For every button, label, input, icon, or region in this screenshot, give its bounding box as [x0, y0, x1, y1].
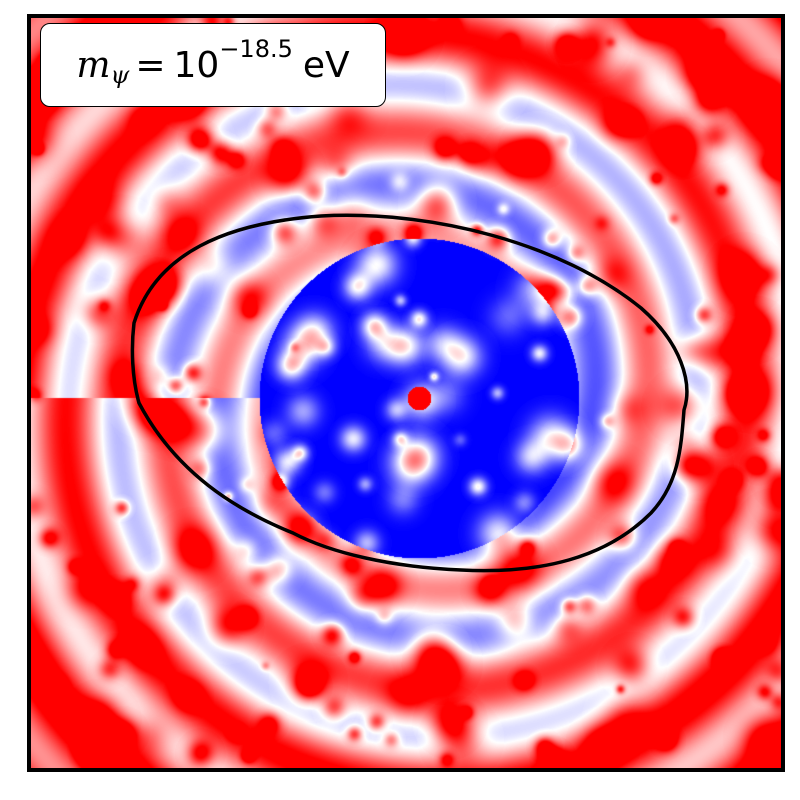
field-colormap-image	[31, 18, 781, 768]
mass-label-box: m ψ = 10 −18.5 eV	[40, 23, 386, 107]
equals-sign: =	[135, 44, 166, 86]
mass-exponent: −18.5	[219, 35, 293, 63]
mass-base: 10	[173, 44, 220, 86]
mass-symbol: m	[76, 44, 111, 86]
contour-overlay	[130, 213, 689, 573]
mass-subscript: ψ	[110, 61, 130, 89]
mass-unit: eV	[302, 44, 350, 86]
density-map-panel: m ψ = 10 −18.5 eV	[27, 14, 785, 772]
contour-line	[130, 213, 689, 573]
